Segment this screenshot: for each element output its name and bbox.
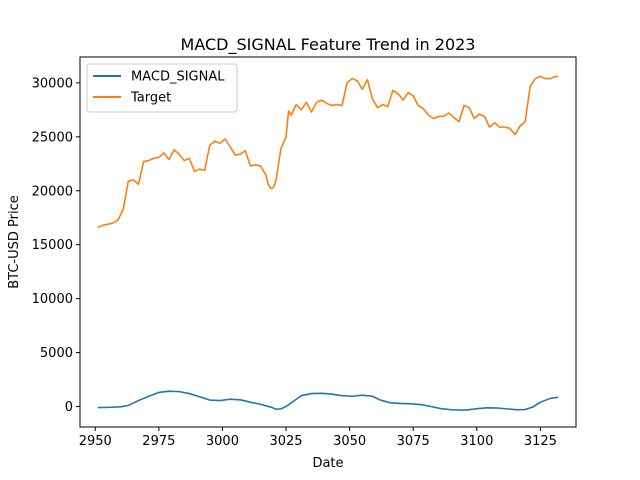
y-tick-label: 10000 xyxy=(32,292,73,307)
x-axis: 2950 2975 3000 3025 3050 3075 3100 3125 xyxy=(79,427,557,449)
series-line-macd-signal xyxy=(97,390,559,411)
legend-box xyxy=(86,63,238,113)
x-axis-label: Date xyxy=(312,456,343,471)
series-line-target xyxy=(97,75,559,229)
x-tick-label: 3075 xyxy=(397,434,430,449)
x-tick-label: 2975 xyxy=(142,434,175,449)
plot-area xyxy=(79,56,577,428)
legend: MACD_SIGNAL Target xyxy=(86,63,238,113)
y-tick-label: 25000 xyxy=(32,130,73,145)
x-tick-label: 3025 xyxy=(269,434,302,449)
y-axis-label: BTC-USD Price xyxy=(7,195,22,289)
y-tick-label: 0 xyxy=(65,400,73,415)
x-tick-label: 2950 xyxy=(79,434,112,449)
x-tick-label: 3125 xyxy=(524,434,557,449)
y-axis: 0 5000 10000 15000 20000 25000 30000 xyxy=(32,76,80,415)
y-tick-label: 30000 xyxy=(32,76,73,91)
y-tick-label: 5000 xyxy=(40,346,73,361)
plot-frame xyxy=(79,56,577,428)
legend-label-target: Target xyxy=(130,91,171,106)
x-tick-label: 3000 xyxy=(206,434,239,449)
legend-label-macd-signal: MACD_SIGNAL xyxy=(131,70,225,85)
chart-title: MACD_SIGNAL Feature Trend in 2023 xyxy=(181,35,476,55)
y-tick-label: 20000 xyxy=(32,184,73,199)
x-tick-label: 3050 xyxy=(333,434,366,449)
x-tick-label: 3100 xyxy=(460,434,493,449)
y-tick-label: 15000 xyxy=(32,238,73,253)
series-layer xyxy=(97,75,559,411)
